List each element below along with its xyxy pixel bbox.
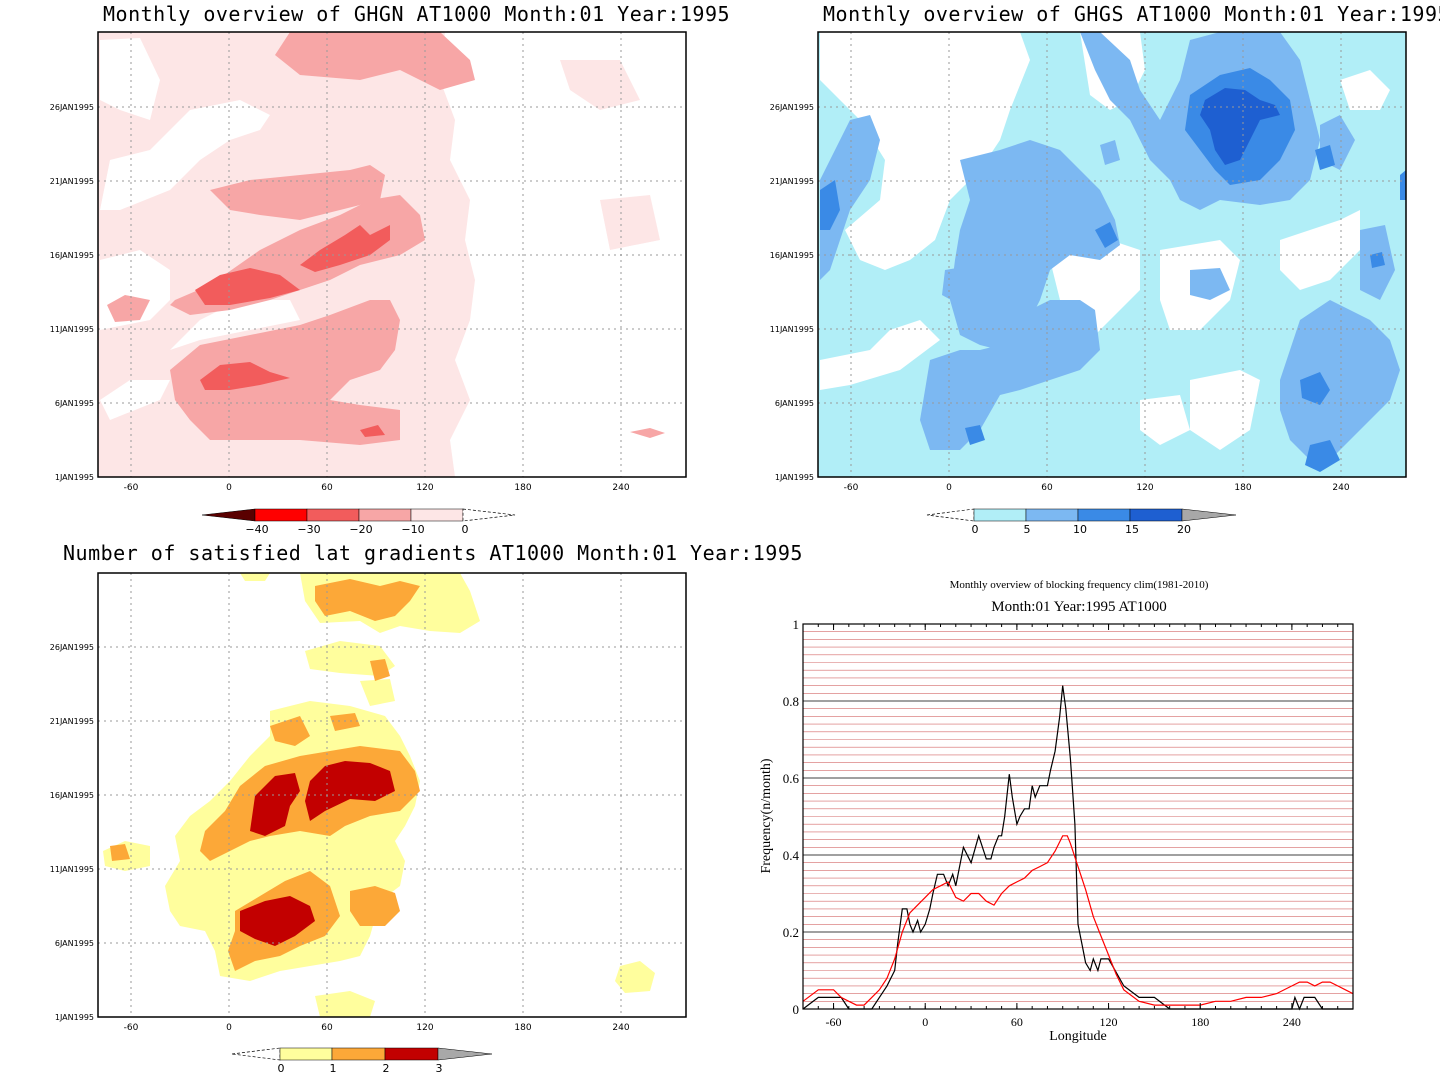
gradients-xtick: 0 (226, 1023, 232, 1033)
ghgn-xtick: 120 (416, 483, 433, 493)
ghgn-cbar-label: −40 (245, 523, 268, 536)
ghgs-xtick: 120 (1136, 483, 1153, 493)
ghgs-cbar-label: 0 (972, 523, 979, 536)
series-line-1 (802, 835, 1354, 1006)
ghgn-grid (98, 32, 686, 477)
ghgs-cbar-label: 20 (1177, 523, 1191, 536)
gradients-xtick: 180 (514, 1023, 531, 1033)
x-tick-label: 60 (1011, 1015, 1023, 1029)
ghgn-ytick: 16JAN1995 (50, 251, 94, 260)
ghgs-xtick: 240 (1332, 483, 1349, 493)
ghgn-xtick: 60 (321, 483, 333, 493)
x-tick-label: 120 (1100, 1015, 1118, 1029)
ghgs-ytick: 26JAN1995 (770, 103, 814, 112)
gradients-ytick: 6JAN1995 (55, 939, 94, 948)
y-tick-label: 0.8 (783, 694, 799, 709)
y-tick-label: 0.2 (783, 925, 799, 940)
ghgn-ytick: 6JAN1995 (55, 399, 94, 408)
ghgn-title: Monthly overview of GHGN AT1000 Month:01… (103, 2, 731, 26)
y-tick-label: 0.4 (783, 848, 800, 863)
ghgs-ytick: 6JAN1995 (775, 399, 814, 408)
ghgs-ytick: 11JAN1995 (770, 325, 814, 334)
gradients-ytick: 11JAN1995 (50, 865, 94, 874)
gradients-xtick: 240 (612, 1023, 629, 1033)
ghgn-ytick: 26JAN1995 (50, 103, 94, 112)
gradients-cbar-label: 3 (436, 1062, 443, 1075)
gradients-cbar-label: 0 (278, 1062, 285, 1075)
ghgs-panel: Monthly overview of GHGS AT1000 Month:01… (720, 0, 1440, 545)
line-title: Monthly overview of blocking frequency c… (950, 579, 1209, 591)
blocking-frequency-chart: Monthly overview of blocking frequency c… (759, 579, 1354, 1044)
x-tick-label: 180 (1191, 1015, 1209, 1029)
y-tick-label: 1 (793, 617, 800, 632)
ghgn-xtick: 0 (226, 483, 232, 493)
ghgs-ytick: 21JAN1995 (770, 177, 814, 186)
ghgs-xtick: 180 (1234, 483, 1251, 493)
x-tick-label: 0 (922, 1015, 928, 1029)
ghgs-cbar-label: 15 (1125, 523, 1139, 536)
y-tick-label: 0 (793, 1002, 800, 1017)
ghgn-heatmap: -60 0 60 120 180 240 1JAN1995 6JAN1995 1… (50, 31, 687, 536)
ghgs-cbar-label: 5 (1024, 523, 1031, 536)
line-xlabel: Longitude (1049, 1029, 1107, 1044)
gradients-heatmap: -60 0 60 120 180 240 1JAN1995 6JAN1995 1… (50, 572, 687, 1075)
blocking-frequency-panel: Monthly overview of blocking frequency c… (720, 560, 1440, 1091)
ghgn-ytick: 21JAN1995 (50, 177, 94, 186)
ghgn-cbar-label: −20 (349, 523, 372, 536)
ghgs-heatmap: -60 0 60 120 180 240 1JAN1995 6JAN1995 1… (770, 31, 1407, 536)
ghgs-title: Monthly overview of GHGS AT1000 Month:01… (823, 2, 1440, 26)
ghgs-colorbar: 0 5 10 15 20 (926, 508, 1237, 536)
gradients-panel: Number of satisfied lat gradients AT1000… (0, 541, 803, 1091)
gradients-grid (98, 573, 686, 1017)
ghgs-xtick: 0 (946, 483, 952, 493)
ghgn-xtick: 180 (514, 483, 531, 493)
ghgs-xtick: -60 (844, 483, 859, 493)
x-tick-label: 240 (1283, 1015, 1301, 1029)
gradients-xtick: 60 (321, 1023, 333, 1033)
gradients-cbar-label: 1 (330, 1062, 337, 1075)
ghgs-grid (818, 32, 1406, 477)
ghgn-ytick: 1JAN1995 (55, 473, 94, 482)
gradients-title: Number of satisfied lat gradients AT1000… (63, 541, 803, 565)
ghgn-cbar-label: −30 (297, 523, 320, 536)
x-tick-label: -60 (826, 1015, 842, 1029)
gradients-ytick: 1JAN1995 (55, 1013, 94, 1022)
ghgn-colorbar: −40 −30 −20 −10 0 (201, 508, 516, 536)
ghgn-ytick: 11JAN1995 (50, 325, 94, 334)
ghgn-cbar-label: 0 (462, 523, 469, 536)
gradients-xtick: 120 (416, 1023, 433, 1033)
ghgn-zero-regions (100, 32, 686, 477)
gradients-xtick: -60 (124, 1023, 139, 1033)
ghgs-ytick: 1JAN1995 (775, 473, 814, 482)
y-tick-label: 0.6 (783, 771, 800, 786)
gradients-ytick: 16JAN1995 (50, 791, 94, 800)
ghgn-xtick: -60 (124, 483, 139, 493)
gradients-level-2 (240, 761, 395, 946)
gradients-ytick: 21JAN1995 (50, 717, 94, 726)
ghgn-cbar-label: −10 (401, 523, 424, 536)
line-ylabel: Frequency(n/month) (759, 758, 774, 873)
ghgn-level-20 (195, 225, 390, 437)
gradients-cbar-label: 2 (383, 1062, 390, 1075)
ghgs-ytick: 16JAN1995 (770, 251, 814, 260)
ghgs-cbar-label: 10 (1073, 523, 1087, 536)
line-subtitle: Month:01 Year:1995 AT1000 (991, 599, 1166, 615)
ghgn-panel: Monthly overview of GHGN AT1000 Month:01… (0, 0, 730, 545)
ghgs-xtick: 60 (1041, 483, 1053, 493)
gradients-colorbar: 0 1 2 3 (231, 1047, 493, 1075)
gradients-ytick: 26JAN1995 (50, 643, 94, 652)
ghgn-xtick: 240 (612, 483, 629, 493)
